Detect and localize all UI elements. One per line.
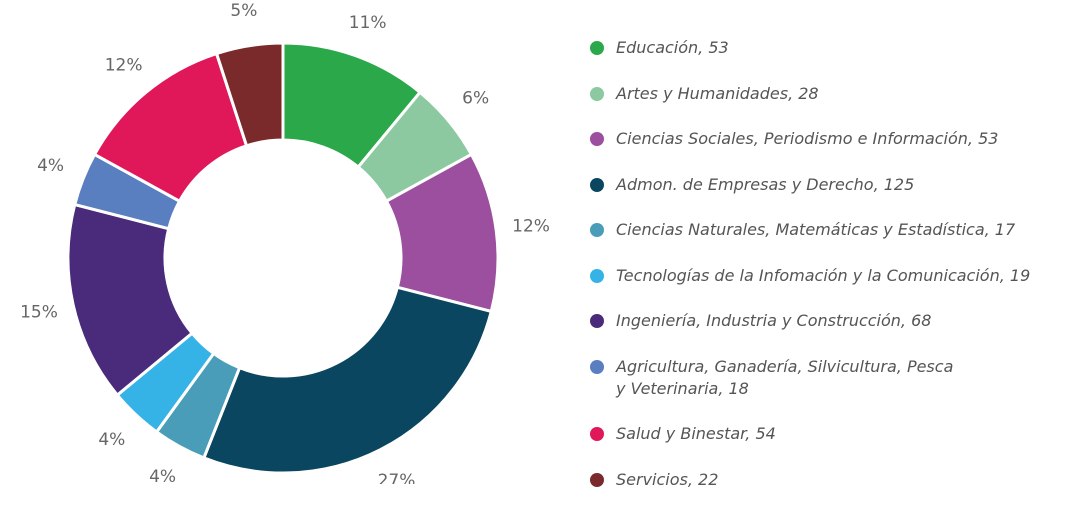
legend-item: Ciencias Naturales, Matemáticas y Estadí… [590,219,1070,241]
legend-swatch [590,86,604,101]
legend-item: Admon. de Empresas y Derecho, 125 [590,174,1070,196]
legend-item: Tecnologías de la Infomación y la Comuni… [590,265,1070,287]
donut-slice [201,285,494,475]
legend-label: Ciencias Naturales, Matemáticas y Estadí… [616,220,1016,239]
legend-item: Ingeniería, Industria y Construcción, 68 [590,310,1070,332]
legend: Educación, 53 Artes y Humanidades, 28 Cien… [590,37,1070,514]
slice-label: 4% [37,156,64,176]
legend-label: Agricultura, Ganadería, Silvicultura, Pe… [616,356,954,398]
legend-label: Educación, 53 [616,38,729,57]
legend-item: Servicios, 22 [590,469,1070,491]
legend-label: Ingeniería, Industria y Construcción, 68 [616,311,932,330]
slice-label: 4% [149,467,176,484]
slice-label: 12% [512,217,550,237]
legend-label: Artes y Humanidades, 28 [616,83,819,103]
slice-label: 11% [349,13,387,33]
legend-item: Educación, 53 [590,37,1070,59]
legend-swatch [590,472,604,487]
legend-label: Admon. de Empresas y Derecho, 125 [616,174,915,194]
legend-swatch [590,359,604,374]
slice-label: 4% [98,430,125,450]
slice-label: 12% [105,55,143,75]
legend-swatch [590,427,604,441]
page: 11% 6% 12% 27% 4% 4% 15% 4% 12% 5% Educación, 53 A… [20,1,1031,489]
slice-label: 15% [20,303,58,323]
legend-label: Salud y Binestar, 54 [616,424,776,443]
legend-swatch [590,223,604,237]
legend-swatch [590,132,604,146]
legend-swatch [590,314,604,328]
legend-item: Salud y Binestar, 54 [590,423,1070,445]
legend-item: Agricultura, Ganadería, Silvicultura, Pe… [590,356,1070,400]
legend-label: Ciencias Sociales, Periodismo e Informac… [616,129,999,148]
legend-swatch [590,177,604,192]
slice-label: 5% [230,1,257,21]
chart: 11% 6% 12% 27% 4% 4% 15% 4% 12% 5% [20,1,550,484]
donut-slice [214,41,285,148]
legend-item: Ciencias Sociales, Periodismo e Informac… [590,128,1070,150]
legend-swatch [590,41,604,55]
legend-label: Servicios, 22 [616,469,719,489]
slice-label: 27% [378,471,416,484]
legend-label: Tecnologías de la Infomación y la Comuni… [616,265,1031,285]
legend-swatch [590,268,604,283]
legend-item: Artes y Humanidades, 28 [590,83,1070,105]
slice-label: 6% [462,89,489,109]
